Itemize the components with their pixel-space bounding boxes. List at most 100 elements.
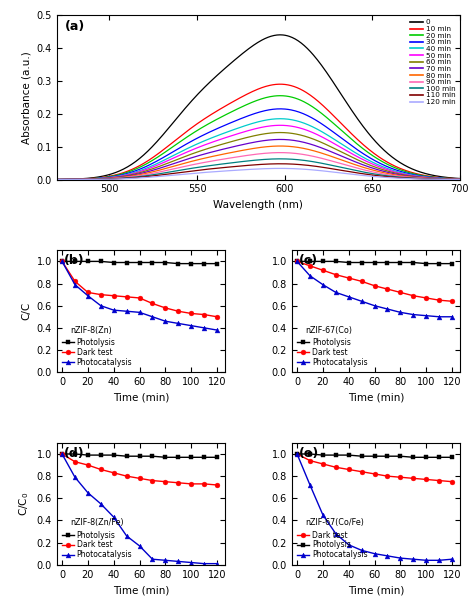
Dark test <box>98 291 104 298</box>
X-axis label: Time (min): Time (min) <box>113 393 169 403</box>
Y-axis label: C/C$_0$: C/C$_0$ <box>17 492 31 516</box>
Photocatalysis <box>59 258 65 265</box>
Line: Photolysis: Photolysis <box>60 259 219 266</box>
Photocatalysis <box>436 557 442 564</box>
X-axis label: Time (min): Time (min) <box>347 393 404 403</box>
Photolysis <box>333 258 338 265</box>
Photolysis <box>150 452 155 460</box>
Photolysis <box>201 454 207 461</box>
Photolysis <box>410 259 416 266</box>
Photocatalysis <box>384 306 390 313</box>
Photocatalysis <box>72 281 78 288</box>
Photolysis <box>384 452 390 460</box>
Photocatalysis <box>124 307 129 315</box>
Photolysis <box>307 258 313 265</box>
Dark test <box>436 297 442 304</box>
Text: (d): (d) <box>64 446 84 460</box>
Photolysis <box>320 258 326 265</box>
Dark test <box>175 307 181 315</box>
Dark test <box>72 278 78 285</box>
Line: Photocatalysis: Photocatalysis <box>295 452 455 563</box>
Photolysis <box>384 259 390 266</box>
Photolysis <box>436 454 442 461</box>
Legend: Photolysis, Dark test, Photocatalysis: Photolysis, Dark test, Photocatalysis <box>61 529 134 561</box>
Photocatalysis <box>410 311 416 318</box>
Line: Photocatalysis: Photocatalysis <box>60 452 219 566</box>
Dark test <box>98 466 104 473</box>
Legend: Photolysis, Dark test, Photocatalysis: Photolysis, Dark test, Photocatalysis <box>61 336 134 368</box>
Dark test <box>359 278 365 285</box>
Photolysis <box>307 451 313 458</box>
Dark test <box>124 472 129 480</box>
Photocatalysis <box>85 489 91 496</box>
Photolysis <box>163 259 168 266</box>
X-axis label: Time (min): Time (min) <box>113 585 169 595</box>
Photolysis <box>98 451 104 458</box>
Photolysis <box>214 260 220 267</box>
Dark test <box>410 292 416 300</box>
Photolysis <box>175 260 181 267</box>
Text: nZIF-67(Co/Fe): nZIF-67(Co/Fe) <box>305 518 364 527</box>
Dark test <box>201 311 207 318</box>
Photocatalysis <box>449 556 455 563</box>
Dark test <box>72 458 78 465</box>
Dark test <box>150 477 155 484</box>
Line: Dark test: Dark test <box>295 452 455 484</box>
Photocatalysis <box>188 559 194 566</box>
Photolysis <box>346 259 352 266</box>
Text: (c): (c) <box>299 254 318 267</box>
Photocatalysis <box>359 298 365 305</box>
Photocatalysis <box>137 542 142 550</box>
Dark test <box>436 477 442 484</box>
Dark test <box>449 298 455 305</box>
Dark test <box>111 469 117 477</box>
Photocatalysis <box>214 560 220 567</box>
Dark test <box>398 474 403 481</box>
Dark test <box>85 461 91 469</box>
Dark test <box>188 480 194 487</box>
Photocatalysis <box>175 557 181 565</box>
Photolysis <box>320 451 326 458</box>
Photocatalysis <box>449 313 455 320</box>
Photolysis <box>59 258 65 265</box>
Photolysis <box>72 258 78 265</box>
X-axis label: Time (min): Time (min) <box>347 585 404 595</box>
Photocatalysis <box>423 557 429 564</box>
Photolysis <box>294 258 300 265</box>
Photocatalysis <box>423 312 429 320</box>
Line: Photolysis: Photolysis <box>295 452 455 460</box>
Dark test <box>398 289 403 296</box>
Dark test <box>111 292 117 300</box>
Photolysis <box>85 451 91 458</box>
Photolysis <box>111 451 117 458</box>
Dark test <box>150 300 155 307</box>
Photocatalysis <box>59 451 65 458</box>
Photolysis <box>163 454 168 461</box>
Legend: Dark test, Photolysis, Photocatalysis: Dark test, Photolysis, Photocatalysis <box>296 529 369 561</box>
Dark test <box>320 460 326 467</box>
Photolysis <box>137 452 142 460</box>
Photolysis <box>111 259 117 266</box>
Photolysis <box>449 454 455 461</box>
Photocatalysis <box>150 313 155 320</box>
Text: (a): (a) <box>65 20 85 33</box>
Text: nZIF-8(Zn): nZIF-8(Zn) <box>70 326 112 335</box>
Photolysis <box>410 454 416 461</box>
Photocatalysis <box>346 541 352 548</box>
Photolysis <box>188 260 194 267</box>
Dark test <box>384 472 390 480</box>
Dark test <box>294 451 300 458</box>
Dark test <box>320 266 326 274</box>
Dark test <box>163 304 168 312</box>
Photocatalysis <box>111 513 117 521</box>
Photocatalysis <box>175 320 181 327</box>
Photocatalysis <box>214 326 220 333</box>
Photolysis <box>188 454 194 461</box>
Photolysis <box>398 259 403 266</box>
Photocatalysis <box>163 318 168 325</box>
Dark test <box>333 464 338 471</box>
Photocatalysis <box>294 451 300 458</box>
Dark test <box>137 475 142 482</box>
Photocatalysis <box>72 474 78 481</box>
Photolysis <box>124 259 129 266</box>
